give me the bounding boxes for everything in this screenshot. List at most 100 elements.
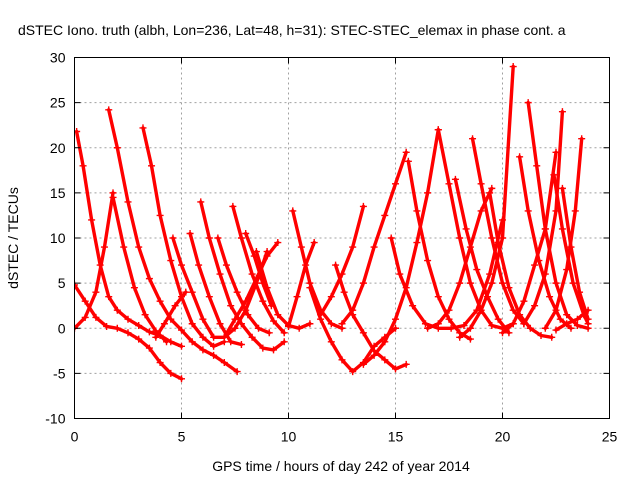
data-point: [563, 311, 571, 319]
data-point: [466, 335, 474, 343]
data-point: [109, 193, 117, 201]
data-point: [434, 126, 442, 134]
data-point: [199, 346, 207, 354]
data-point: [280, 329, 288, 337]
data-point: [466, 324, 474, 332]
data-point: [233, 288, 241, 296]
data-point: [74, 128, 81, 136]
data-point: [124, 198, 132, 206]
data-point: [477, 207, 485, 215]
data-point: [520, 297, 528, 305]
data-point: [558, 225, 566, 233]
data-point: [466, 279, 474, 287]
data-point: [338, 356, 346, 364]
series-6: [139, 124, 228, 350]
data-point: [327, 320, 335, 328]
data-point: [135, 335, 143, 343]
data-point: [486, 270, 494, 278]
data-point: [392, 365, 399, 373]
data-point: [327, 293, 335, 301]
series-line: [291, 209, 344, 330]
data-point: [477, 306, 485, 314]
data-point: [392, 315, 399, 323]
series-line: [453, 177, 511, 335]
data-point: [145, 328, 153, 336]
data-point: [105, 293, 113, 301]
data-point: [220, 359, 228, 367]
series-line: [286, 240, 316, 329]
data-point: [156, 297, 164, 305]
data-point: [338, 320, 346, 328]
data-point: [548, 333, 556, 341]
series-19: [317, 202, 367, 319]
series-line: [500, 150, 558, 335]
data-point: [252, 248, 260, 256]
data-series: [74, 63, 592, 383]
data-point: [252, 275, 260, 283]
data-point: [141, 311, 149, 319]
series-15: [252, 248, 314, 332]
data-point: [113, 306, 121, 314]
data-point: [171, 302, 179, 310]
data-point: [199, 315, 207, 323]
data-point: [571, 207, 579, 215]
y-tick-label: -10: [45, 411, 65, 427]
data-point: [531, 302, 539, 310]
series-line: [171, 236, 269, 339]
data-point: [248, 270, 256, 278]
data-point: [552, 326, 560, 334]
data-point: [160, 320, 168, 328]
data-point: [445, 180, 453, 188]
y-tick-label: 15: [50, 185, 66, 201]
data-point: [233, 368, 241, 376]
data-point: [145, 344, 153, 352]
data-point: [289, 207, 297, 215]
data-point: [237, 320, 245, 328]
data-point: [469, 135, 477, 143]
data-point: [526, 324, 534, 332]
data-point: [327, 338, 335, 346]
data-point: [460, 322, 468, 330]
data-point: [229, 202, 237, 210]
data-point: [169, 234, 177, 242]
series-10: [197, 198, 288, 354]
data-point: [135, 322, 143, 330]
data-point: [392, 180, 399, 188]
data-point: [120, 243, 128, 251]
data-point: [494, 315, 502, 323]
data-point: [317, 311, 325, 319]
data-point: [434, 293, 442, 301]
data-point: [558, 184, 566, 192]
data-point: [445, 315, 453, 323]
data-point: [488, 234, 496, 242]
series-14: [220, 239, 282, 341]
data-point: [462, 225, 470, 233]
data-point: [195, 261, 203, 269]
series-line: [154, 290, 188, 339]
data-point: [421, 320, 429, 328]
series-line: [231, 204, 286, 335]
data-point: [210, 333, 218, 341]
series-34: [520, 108, 566, 328]
data-point: [424, 324, 432, 332]
data-point: [424, 257, 432, 265]
data-point: [178, 261, 185, 269]
data-point: [167, 257, 175, 265]
data-point: [396, 270, 404, 278]
data-point: [456, 333, 464, 341]
data-point: [188, 288, 196, 296]
data-point: [248, 333, 256, 341]
data-point: [231, 315, 239, 323]
data-point: [167, 369, 175, 377]
data-point: [573, 322, 581, 330]
data-point: [531, 261, 539, 269]
data-point: [584, 315, 592, 323]
data-point: [533, 162, 541, 170]
series-line: [111, 195, 169, 344]
data-point: [552, 279, 560, 287]
data-point: [220, 333, 228, 341]
data-point: [509, 320, 517, 328]
x-tick-label: 10: [281, 429, 297, 445]
data-point: [404, 157, 412, 165]
